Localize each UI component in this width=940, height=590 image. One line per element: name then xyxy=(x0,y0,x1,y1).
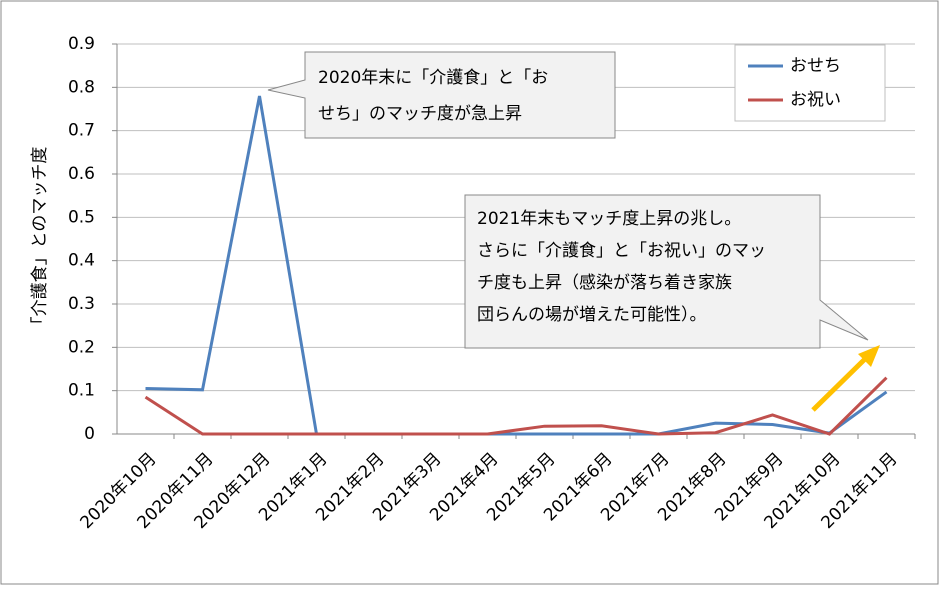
y-tick-label: 0.4 xyxy=(68,251,95,271)
y-tick-label: 0.6 xyxy=(68,164,95,184)
y-tick-label: 0.8 xyxy=(68,77,95,97)
y-tick-label: 0.7 xyxy=(68,121,95,141)
y-tick-label: 0 xyxy=(84,424,95,444)
legend-label: お祝い xyxy=(790,90,841,110)
y-tick-label: 0.5 xyxy=(68,207,95,227)
y-tick-label: 0.1 xyxy=(68,381,95,401)
series-line xyxy=(144,376,888,436)
annotation-text: さらに「介護食」と「お祝い」のマッ xyxy=(477,241,766,261)
legend-label: おせち xyxy=(790,56,841,76)
legend-box xyxy=(734,44,886,122)
callout-box xyxy=(267,51,616,139)
y-tick-label: 0.9 xyxy=(68,34,95,54)
annotation-text: 2020年末に「介護食」と「お xyxy=(318,68,548,88)
annotation-text: 2021年末もマッチ度上昇の兆し。 xyxy=(477,209,741,229)
annotation-text: 団らんの場が増えた可能性）。 xyxy=(477,305,707,325)
series-line xyxy=(145,95,888,436)
annotation-text: せち」のマッチ度が急上昇 xyxy=(318,104,522,124)
annotation-text: チ度も上昇（感染が落ち着き家族 xyxy=(477,273,732,293)
y-tick-label: 0.2 xyxy=(68,337,95,357)
y-axis-label: 「介護食」とのマッチ度 xyxy=(30,147,50,334)
trend-arrow-head xyxy=(858,345,880,367)
trend-arrow xyxy=(811,356,868,412)
y-tick-label: 0.3 xyxy=(68,294,95,314)
callout-box xyxy=(464,194,869,349)
